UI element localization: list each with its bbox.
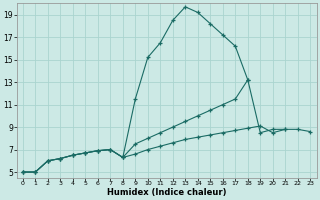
X-axis label: Humidex (Indice chaleur): Humidex (Indice chaleur) <box>107 188 226 197</box>
